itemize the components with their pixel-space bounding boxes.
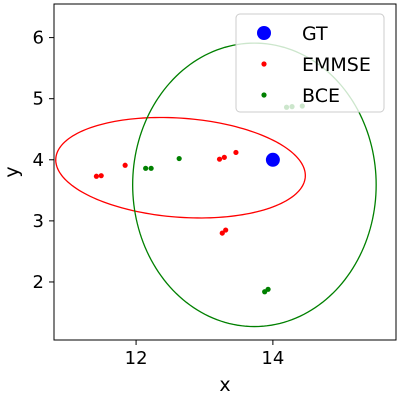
gt-point-0 [265,152,280,167]
emmse-point-5 [233,149,239,156]
bce-covariance-ellipse [132,42,377,328]
y-tick-label-3: 5 [33,89,44,110]
emmse-point-4 [221,154,227,160]
legend-box [235,13,385,113]
plot-frame [53,3,397,341]
legend-label-gt: GT [302,23,328,45]
emmse-point-1 [98,173,104,179]
y-tick-label-4: 6 [33,28,44,49]
y-tick-label-2: 4 [33,150,44,171]
bce-point-2 [176,155,182,162]
bce-point-1 [148,165,154,171]
bce-point-7 [265,286,271,292]
emmse-point-3 [216,156,223,162]
x-axis-ticks: 12 14 [125,340,284,369]
legend-label-emmse: EMMSE [302,54,371,76]
legend: GT EMMSE BCE [235,13,385,113]
legend-marker-gt [257,26,271,40]
y-axis-ticks: 2 3 4 5 6 [33,28,54,293]
legend-items: GT EMMSE BCE [257,23,371,107]
x-tick-label-1: 14 [261,348,284,369]
emmse-covariance-ellipse [55,116,306,219]
emmse-point-2 [122,162,128,168]
y-tick-label-0: 2 [33,272,44,293]
emmse-point-7 [223,227,229,233]
x-axis-label: x [219,374,230,396]
emmse-point-0 [93,173,100,179]
legend-marker-bce [261,92,267,98]
y-tick-label-1: 3 [33,211,44,232]
legend-label-bce: BCE [302,85,340,107]
legend-marker-emmse [261,61,267,67]
x-tick-label-0: 12 [125,348,148,369]
bce-point-0 [143,165,149,171]
y-axis-label: y [1,166,23,177]
emmse-point-6 [219,230,225,236]
